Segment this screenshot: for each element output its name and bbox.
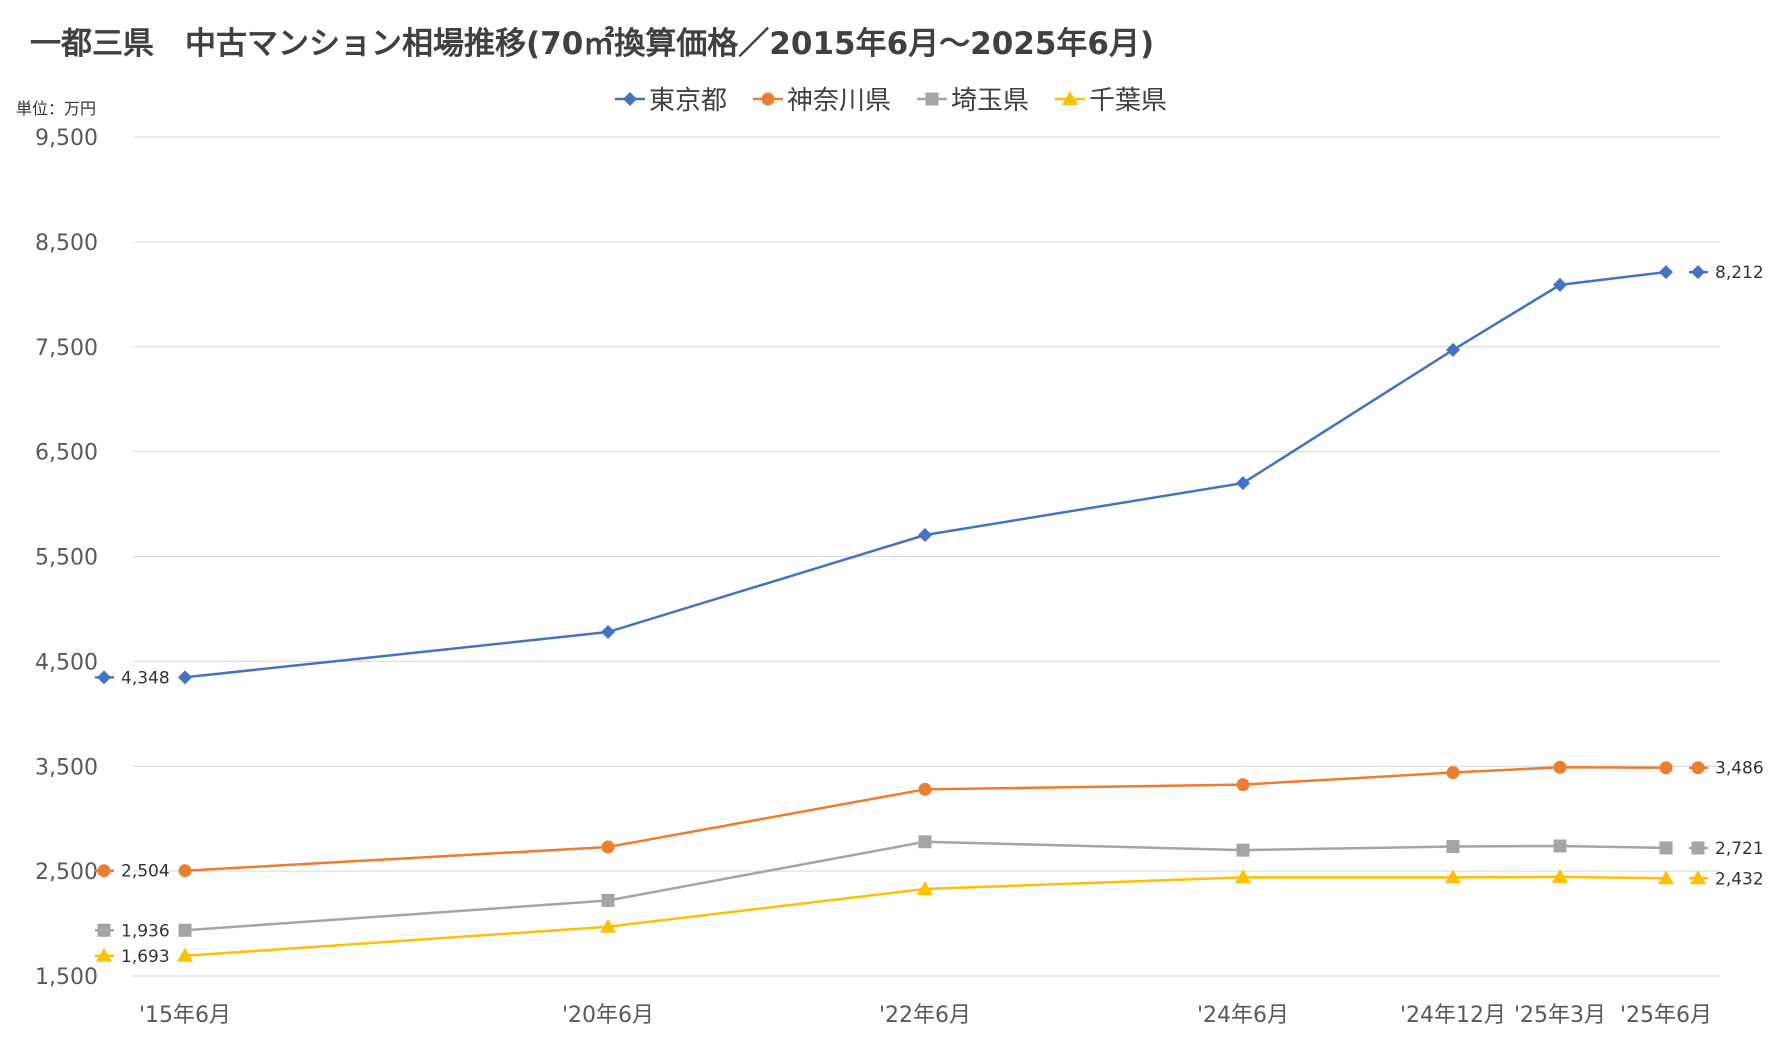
x-tick-label: '24年6月 (1197, 1003, 1289, 1028)
data-point (917, 880, 933, 895)
series-0 (178, 265, 1673, 685)
label-key-marker (97, 923, 111, 937)
y-tick-label: 9,500 (35, 126, 98, 151)
label-key-marker (97, 864, 111, 878)
x-tick-label: '25年6月 (1620, 1003, 1712, 1028)
legend-swatch (917, 92, 947, 105)
data-label-end: 3,486 (1715, 759, 1764, 779)
data-point (1236, 476, 1250, 491)
data-point (1446, 766, 1460, 780)
legend-marker (925, 92, 939, 105)
legend-swatch (752, 92, 783, 105)
legend-label: 千葉県 (1089, 86, 1168, 116)
data-point (918, 782, 932, 796)
x-tick-label: '20年6月 (562, 1003, 654, 1028)
data-point (1445, 869, 1461, 884)
y-tick-label: 8,500 (35, 231, 98, 256)
legend-marker (622, 91, 637, 106)
legend-marker (1062, 90, 1079, 105)
series-1 (178, 760, 1673, 878)
data-point (1446, 839, 1460, 853)
unit-label: 単位：万円 (16, 99, 97, 118)
label-key-marker (96, 947, 112, 962)
label-key-marker (97, 670, 111, 685)
data-point (600, 918, 616, 933)
label-key-marker (1690, 870, 1706, 885)
label-key-marker (1691, 265, 1705, 280)
data-point (1236, 778, 1250, 792)
data-point (1553, 277, 1567, 292)
y-tick-label: 4,500 (35, 650, 98, 675)
data-point (178, 670, 192, 685)
data-point (1235, 869, 1251, 884)
x-tick-label: '15年6月 (139, 1003, 231, 1028)
label-key-marker (1691, 761, 1705, 775)
axes: 1,500 2,500 3,500 4,500 5,500 6,500 7,500 8,500… (35, 126, 1712, 1028)
data-point (177, 947, 193, 962)
data-point (1236, 843, 1250, 857)
data-label-end: 2,432 (1715, 869, 1764, 889)
legend-item: 東京都 (614, 80, 727, 117)
series-line (184, 766, 1667, 872)
data-point (918, 528, 932, 543)
series-3 (177, 868, 1674, 962)
data-point (178, 923, 192, 937)
data-label-end: 2,721 (1715, 839, 1764, 859)
gridlines (133, 136, 1720, 977)
y-tick-label: 3,500 (35, 755, 98, 780)
data-point (601, 840, 615, 854)
x-tick-label: '25年3月 (1514, 1003, 1606, 1028)
y-tick-label: 5,500 (35, 546, 98, 571)
legend-label: 東京都 (648, 86, 727, 116)
data-point (1659, 841, 1673, 855)
data-point (1659, 761, 1673, 775)
data-point (1446, 342, 1460, 357)
x-tick-label: '22年6月 (879, 1003, 971, 1028)
legend-item: 神奈川県 (752, 80, 891, 117)
data-point (1552, 868, 1568, 883)
y-tick-label: 6,500 (35, 441, 98, 466)
legend: 東京都 神奈川県 埼玉県 千葉県 (0, 80, 1782, 117)
series (177, 265, 1674, 962)
data-label-start: 1,693 (121, 947, 170, 967)
y-tick-label: 1,500 (35, 965, 98, 990)
data-label-end: 8,212 (1715, 263, 1764, 283)
data-point (1659, 265, 1673, 280)
legend-label: 神奈川県 (786, 86, 891, 116)
data-point (1658, 870, 1674, 885)
data-label-start: 1,936 (121, 921, 170, 941)
data-label-start: 4,348 (121, 668, 170, 688)
y-tick-label: 7,500 (35, 336, 98, 361)
series-line (184, 270, 1667, 679)
data-point (601, 893, 615, 907)
legend-item: 埼玉県 (917, 80, 1029, 117)
data-point (601, 625, 615, 640)
legend-marker (761, 92, 775, 105)
data-labels: 4,348 8,212 2,504 3,486 1,936 2,721 1,693 2,432 (95, 263, 1764, 967)
y-tick-label: 2,500 (35, 860, 98, 885)
data-point (1553, 839, 1567, 853)
series-2 (178, 835, 1673, 937)
data-point (178, 864, 192, 878)
label-key-marker (1691, 841, 1705, 855)
chart-title: 一都三県 中古マンション相場推移(70㎡換算価格／2015年6月～2025年6月… (30, 26, 1155, 62)
legend-swatch (1055, 90, 1086, 105)
x-tick-label: '24年12月 (1400, 1003, 1506, 1028)
data-point (1553, 760, 1567, 774)
legend-item: 千葉県 (1055, 80, 1167, 117)
legend-label: 埼玉県 (951, 86, 1030, 116)
data-point (918, 835, 932, 849)
data-label-start: 2,504 (121, 862, 170, 882)
legend-swatch (614, 91, 645, 106)
